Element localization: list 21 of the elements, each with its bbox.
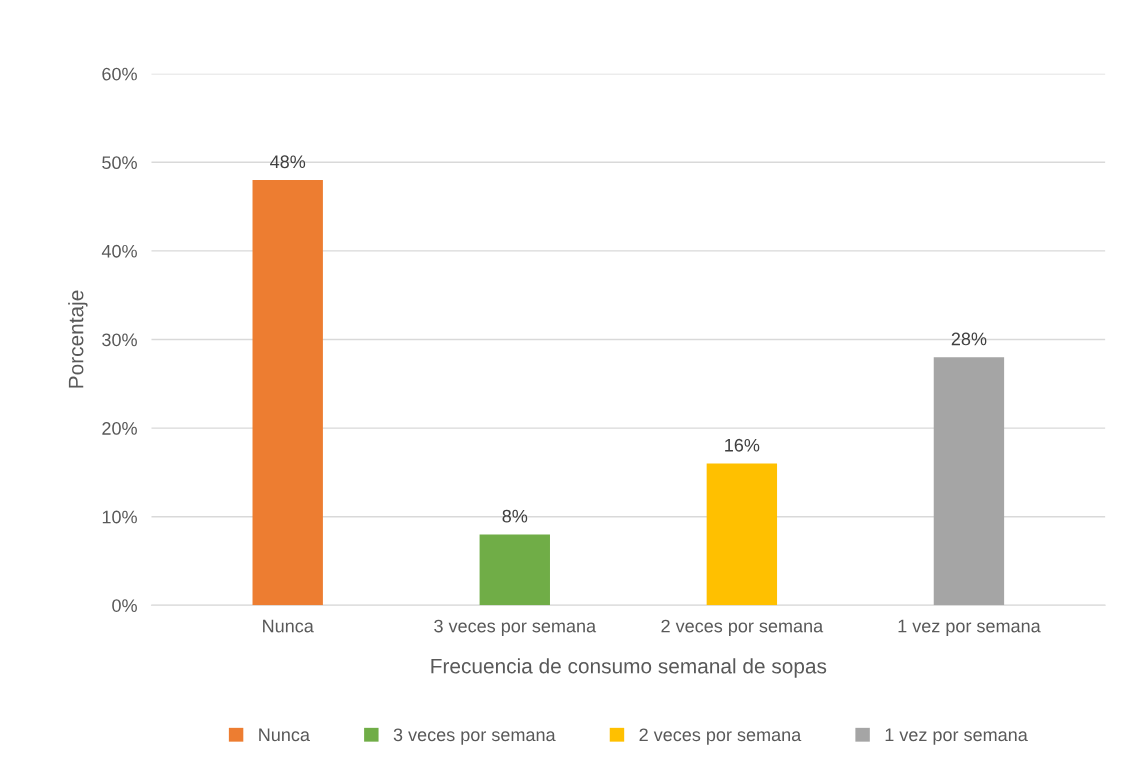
data-label: 48% (270, 155, 306, 169)
y-axis-title: Porcentaje (68, 290, 88, 388)
legend-label: 2 veces por semana (639, 728, 802, 745)
x-axis-title: Frecuencia de consumo semanal de sopas (431, 658, 827, 678)
y-tick-label: 20% (102, 422, 137, 435)
y-tick-label: 0% (112, 599, 137, 612)
x-tick-label: 1 vez por semana (898, 619, 1041, 636)
y-tick-label: 50% (102, 156, 137, 170)
data-label: 8% (502, 509, 528, 523)
legend-label: 3 veces por semana (393, 728, 556, 745)
x-tick-label: 3 veces por semana (434, 619, 597, 636)
y-tick-label: 10% (102, 510, 137, 524)
data-label: 16% (725, 438, 760, 452)
x-tick-label: 2 veces por semana (661, 619, 824, 636)
legend-label: 1 vez por semana (885, 728, 1028, 745)
data-label: 28% (951, 332, 987, 346)
legend-label: Nunca (259, 728, 310, 742)
y-tick-label: 60% (102, 67, 137, 81)
x-tick-label: Nunca (263, 619, 314, 633)
y-tick-label: 30% (102, 333, 137, 347)
y-tick-label: 40% (101, 244, 137, 258)
